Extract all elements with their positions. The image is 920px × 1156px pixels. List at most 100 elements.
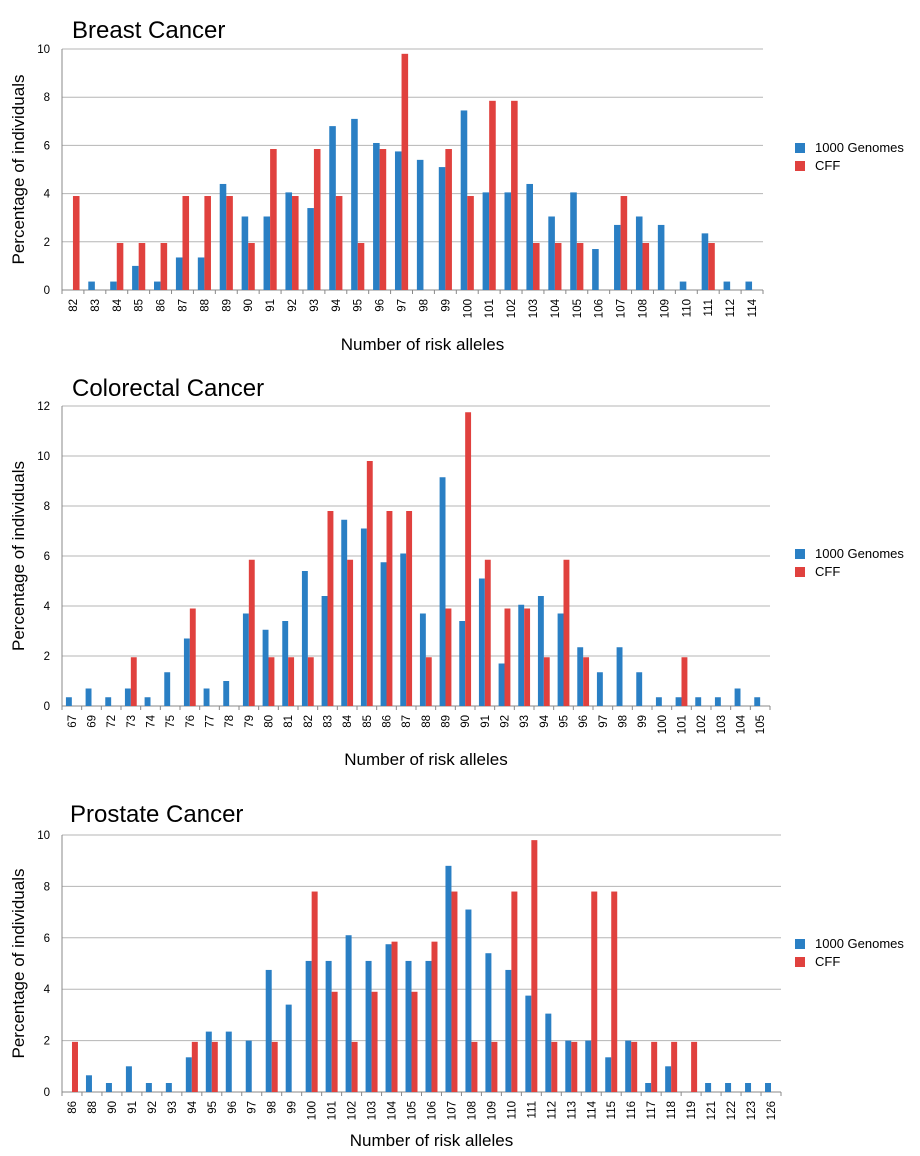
bar-genomes (548, 216, 555, 290)
y-tick-label: 0 (44, 701, 50, 713)
legend-label: 1000 Genomes (815, 936, 904, 951)
bar-genomes (439, 477, 446, 706)
legend-label: CFF (815, 954, 840, 969)
x-tick-label: 96 (375, 299, 387, 312)
x-tick-label: 111 (526, 1101, 538, 1118)
bar-genomes (485, 953, 492, 1092)
bar-cff (504, 608, 511, 706)
bar-genomes (124, 688, 131, 706)
bar-genomes (665, 1066, 672, 1092)
x-tick-label: 88 (199, 299, 211, 312)
bar-genomes (105, 697, 112, 706)
bar-cff (484, 559, 491, 706)
x-tick-label: 103 (716, 715, 728, 734)
x-tick-label: 96 (578, 715, 590, 728)
x-tick-label: 104 (550, 298, 562, 318)
x-tick-label: 84 (112, 298, 124, 311)
bar-genomes (325, 960, 332, 1092)
y-tick-label: 4 (44, 189, 51, 201)
bar-genomes (282, 621, 289, 706)
bar-cff (357, 243, 365, 290)
y-axis-label: Percentage of individuals (9, 75, 28, 265)
x-tick-label: 94 (187, 1100, 199, 1113)
bar-cff (691, 1041, 698, 1092)
bar-cff (248, 559, 255, 706)
x-tick-label: 85 (134, 299, 146, 312)
x-tick-label: 108 (638, 299, 650, 318)
bar-genomes (241, 216, 249, 290)
legend-swatch-genomes (795, 549, 805, 559)
x-tick-label: 83 (323, 715, 335, 728)
y-tick-label: 10 (37, 451, 50, 463)
legend-label: CFF (815, 158, 840, 173)
bar-cff (116, 243, 124, 290)
bar-genomes (341, 519, 348, 706)
bar-genomes (425, 960, 432, 1092)
x-tick-label: 91 (127, 1101, 139, 1114)
y-tick-label: 12 (37, 401, 50, 413)
bar-cff (681, 657, 688, 706)
x-tick-label: 67 (67, 715, 79, 728)
bar-cff (465, 412, 472, 706)
bar-genomes (65, 697, 72, 706)
bar-cff (642, 243, 650, 290)
y-axis-label: Percentage of individuals (9, 461, 28, 651)
bar-genomes (373, 142, 380, 290)
bar-genomes (577, 647, 584, 706)
bar-genomes (262, 629, 269, 706)
bar-genomes (305, 960, 312, 1092)
x-tick-label: 101 (484, 299, 496, 318)
x-tick-label: 102 (506, 299, 518, 318)
bar-cff (571, 1041, 578, 1092)
x-axis-label: Number of risk alleles (344, 750, 507, 769)
bar-genomes (203, 688, 210, 706)
x-tick-label: 99 (440, 299, 452, 312)
bar-genomes (498, 663, 505, 706)
bar-cff (307, 657, 314, 706)
x-axis-label: Number of risk alleles (341, 335, 504, 354)
bar-genomes (183, 638, 190, 706)
y-tick-label: 10 (37, 44, 50, 56)
bar-genomes (85, 1075, 92, 1092)
bar-genomes (482, 192, 490, 290)
bar-genomes (219, 183, 227, 290)
x-tick-label: 104 (387, 1100, 399, 1120)
x-tick-label: 105 (407, 1101, 419, 1120)
x-tick-label: 90 (107, 1101, 119, 1114)
bar-cff (327, 511, 334, 706)
bar-cff (406, 511, 413, 706)
x-tick-label: 122 (726, 1101, 738, 1120)
x-tick-label: 80 (264, 715, 276, 728)
bar-cff (591, 891, 598, 1092)
x-tick-label: 76 (185, 715, 197, 728)
y-tick-label: 4 (44, 601, 51, 613)
bar-cff (651, 1041, 658, 1092)
x-tick-label: 92 (500, 715, 512, 728)
bar-genomes (765, 1083, 772, 1092)
bar-cff (451, 891, 458, 1092)
bar-genomes (416, 159, 424, 290)
x-tick-label: 82 (68, 299, 80, 312)
bar-cff (189, 608, 196, 706)
bar-cff (563, 559, 570, 706)
chart-title: Breast Cancer (72, 17, 225, 44)
x-tick-label: 114 (586, 1100, 598, 1119)
bar-genomes (545, 1013, 552, 1092)
x-tick-label: 100 (307, 1101, 319, 1120)
x-tick-label: 69 (87, 715, 99, 728)
x-tick-label: 126 (766, 1101, 778, 1120)
y-tick-label: 6 (44, 551, 50, 563)
x-tick-label: 105 (572, 299, 584, 318)
legend-swatch-cff (795, 567, 805, 577)
x-tick-label: 107 (446, 1101, 458, 1120)
bar-genomes (88, 281, 95, 290)
x-tick-label: 100 (462, 299, 474, 318)
bar-genomes (565, 1040, 572, 1092)
x-tick-label: 90 (460, 715, 472, 728)
x-tick-label: 91 (480, 715, 492, 728)
x-tick-label: 94 (539, 714, 551, 727)
y-tick-label: 0 (44, 285, 50, 297)
x-tick-label: 110 (506, 1101, 518, 1119)
chart-2: Colorectal Cancer 0 2 4 6 8 10 12 67 69 72 73 74 75 76… (9, 375, 904, 769)
bar-genomes (197, 257, 205, 290)
